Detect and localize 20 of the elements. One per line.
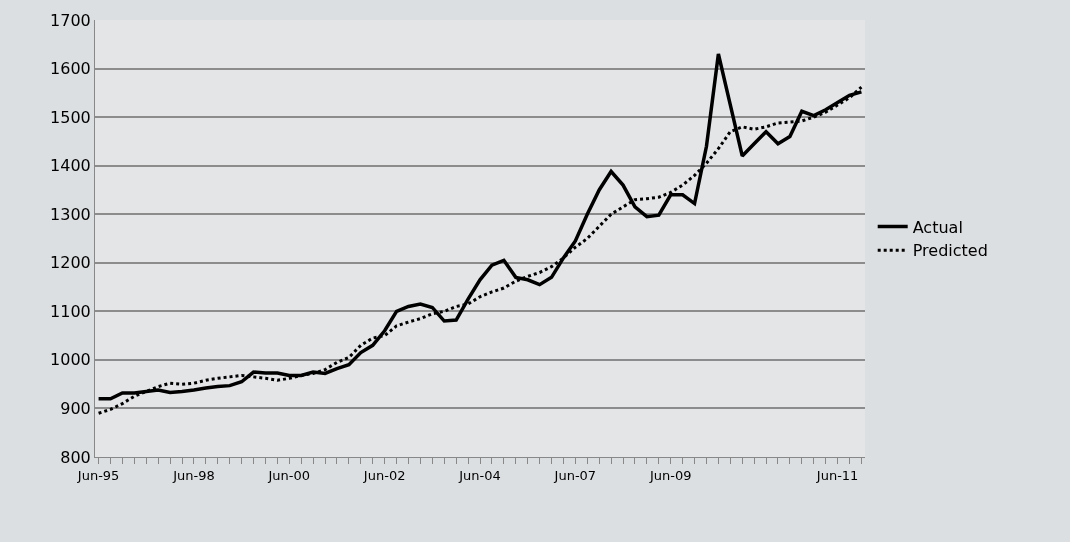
- x-tick-label: Jun-95: [76, 467, 120, 483]
- x-tick-label: Jun-98: [172, 467, 215, 483]
- legend-label: Actual: [912, 217, 963, 237]
- x-tick-label: Jun-11: [815, 467, 859, 483]
- x-tick-label: Jun-09: [648, 467, 692, 483]
- legend-label: Predicted: [912, 241, 988, 261]
- x-tick-label: Jun-07: [553, 467, 597, 483]
- y-tick-label: 1600: [50, 59, 91, 79]
- y-tick-label: 1000: [50, 350, 91, 370]
- y-tick-label: 900: [60, 399, 91, 419]
- y-tick-label: 1200: [50, 253, 91, 273]
- x-tick-label: Jun-02: [362, 467, 406, 483]
- y-tick-label: 800: [60, 447, 91, 467]
- y-tick-label: 1400: [50, 156, 91, 176]
- y-tick-label: 1500: [50, 107, 91, 127]
- y-tick-label: 1700: [50, 10, 91, 30]
- y-tick-label: 1300: [50, 204, 91, 224]
- x-tick-label: Jun-00: [267, 467, 311, 483]
- x-tick-label: Jun-04: [458, 467, 501, 483]
- y-tick-label: 1100: [50, 301, 91, 321]
